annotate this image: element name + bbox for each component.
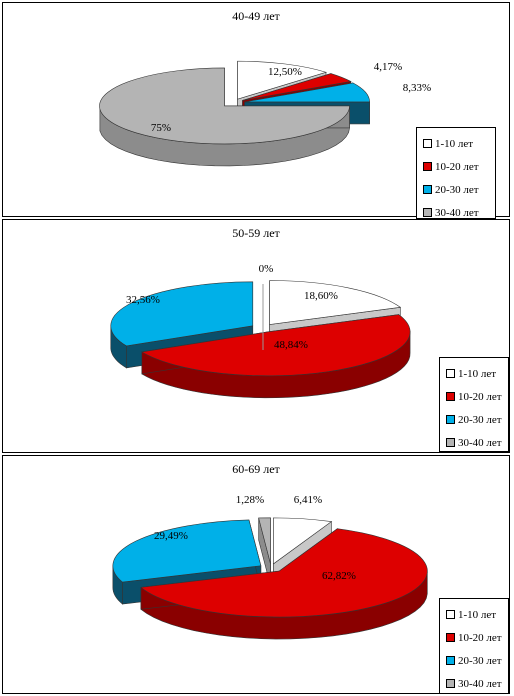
legend-swatch xyxy=(446,679,455,688)
data-label-4: 0% xyxy=(259,263,274,275)
pie-slice-2 xyxy=(242,73,352,101)
legend-item-20-30: 20-30 лет xyxy=(423,178,489,201)
pie-slice-3 xyxy=(244,82,370,103)
legend-swatch xyxy=(423,185,432,194)
legend-swatch xyxy=(446,369,455,378)
legend-swatch xyxy=(446,656,455,665)
pie-tops xyxy=(112,517,428,618)
data-label-4: 75% xyxy=(151,122,171,134)
chart-title: 50-59 лет xyxy=(232,226,280,240)
data-label-2: 62,82% xyxy=(322,570,356,582)
legend-swatch xyxy=(446,392,455,401)
chart-title: 40-49 лет xyxy=(232,9,280,23)
legend-item-1-10: 1-10 лет xyxy=(423,132,489,155)
legend-item-1-10: 1-10 лет xyxy=(446,362,502,385)
legend-swatch xyxy=(423,208,432,217)
legend-label: 30-40 лет xyxy=(458,677,502,690)
pie-slice-1 xyxy=(269,280,402,325)
legend-item-30-40: 30-40 лет xyxy=(423,201,489,224)
legend-item-10-20: 10-20 лет xyxy=(446,626,502,649)
legend-swatch xyxy=(446,610,455,619)
chart-legend: 1-10 лет 10-20 лет 20-30 лет 30-40 лет xyxy=(416,127,496,219)
legend-label: 30-40 лет xyxy=(435,206,479,219)
legend-swatch xyxy=(446,633,455,642)
legend-item-20-30: 20-30 лет xyxy=(446,408,502,431)
legend-label: 20-30 лет xyxy=(458,413,502,426)
pie-slice-1 xyxy=(237,60,328,100)
pie-slice-1 xyxy=(273,517,333,565)
chart-panel-40-49: 40-49 лет 12,50% 4,17% 8,33% 75% 1-10 лет 1… xyxy=(2,2,510,219)
data-label-3: 32,56% xyxy=(126,294,160,306)
legend-swatch xyxy=(446,438,455,447)
pie-slice-2 xyxy=(140,528,428,618)
data-label-1: 12,50% xyxy=(268,66,302,78)
chart-legend: 1-10 лет 10-20 лет 20-30 лет 30-40 лет xyxy=(439,357,509,452)
legend-label: 30-40 лет xyxy=(458,436,502,449)
pie-chart-svg: 12,50% 4,17%8,33% 75% xyxy=(99,60,431,167)
legend-item-1-10: 1-10 лет xyxy=(446,603,502,626)
data-label-1: 18,60% xyxy=(304,290,338,302)
legend-label: 20-30 лет xyxy=(435,183,479,196)
chart-panel-50-59: 50-59 лет 18,60% 48,84% 32,56% 0% 1-10 лет … xyxy=(2,219,510,453)
pie-slice-3 xyxy=(110,281,254,347)
pie-slice-3 xyxy=(112,519,262,583)
pie-chart-svg: 18,60% 48,84% 32,56% 0% xyxy=(110,263,411,399)
legend-label: 10-20 лет xyxy=(435,160,479,173)
pie-slice-2 xyxy=(140,314,411,377)
legend-label: 1-10 лет xyxy=(458,608,497,621)
data-label-2: 4,17% xyxy=(374,61,402,73)
legend-label: 1-10 лет xyxy=(435,137,474,150)
pie-chart-svg: 6,41% 62,82% 29,49% 1,28% xyxy=(112,494,428,640)
chart-legend: 1-10 лет 10-20 лет 20-30 лет 30-40 лет xyxy=(439,598,509,694)
legend-label: 10-20 лет xyxy=(458,390,502,403)
legend-label: 10-20 лет xyxy=(458,631,502,644)
legend-item-30-40: 30-40 лет xyxy=(446,672,502,695)
data-label-3: 8,33% xyxy=(403,82,431,94)
data-label-1: 6,41% xyxy=(294,494,322,506)
pie-slice-4 xyxy=(99,67,350,145)
chart-title: 60-69 лет xyxy=(232,462,280,476)
pie-tops xyxy=(99,60,370,145)
pie-slice-4 xyxy=(258,517,271,564)
legend-swatch xyxy=(423,139,432,148)
data-label-2: 48,84% xyxy=(274,339,308,351)
pie-tops xyxy=(110,280,411,377)
data-label-3: 29,49% xyxy=(154,530,188,542)
legend-label: 1-10 лет xyxy=(458,367,497,380)
legend-item-20-30: 20-30 лет xyxy=(446,649,502,672)
legend-label: 20-30 лет xyxy=(458,654,502,667)
legend-swatch xyxy=(446,415,455,424)
legend-swatch xyxy=(423,162,432,171)
data-label-4: 1,28% xyxy=(236,494,264,506)
legend-item-30-40: 30-40 лет xyxy=(446,431,502,454)
legend-item-10-20: 10-20 лет xyxy=(446,385,502,408)
chart-panel-60-69: 60-69 лет 6,41% 62,82% 29,49% 1,28% 1-10 ле… xyxy=(2,455,510,694)
legend-item-10-20: 10-20 лет xyxy=(423,155,489,178)
